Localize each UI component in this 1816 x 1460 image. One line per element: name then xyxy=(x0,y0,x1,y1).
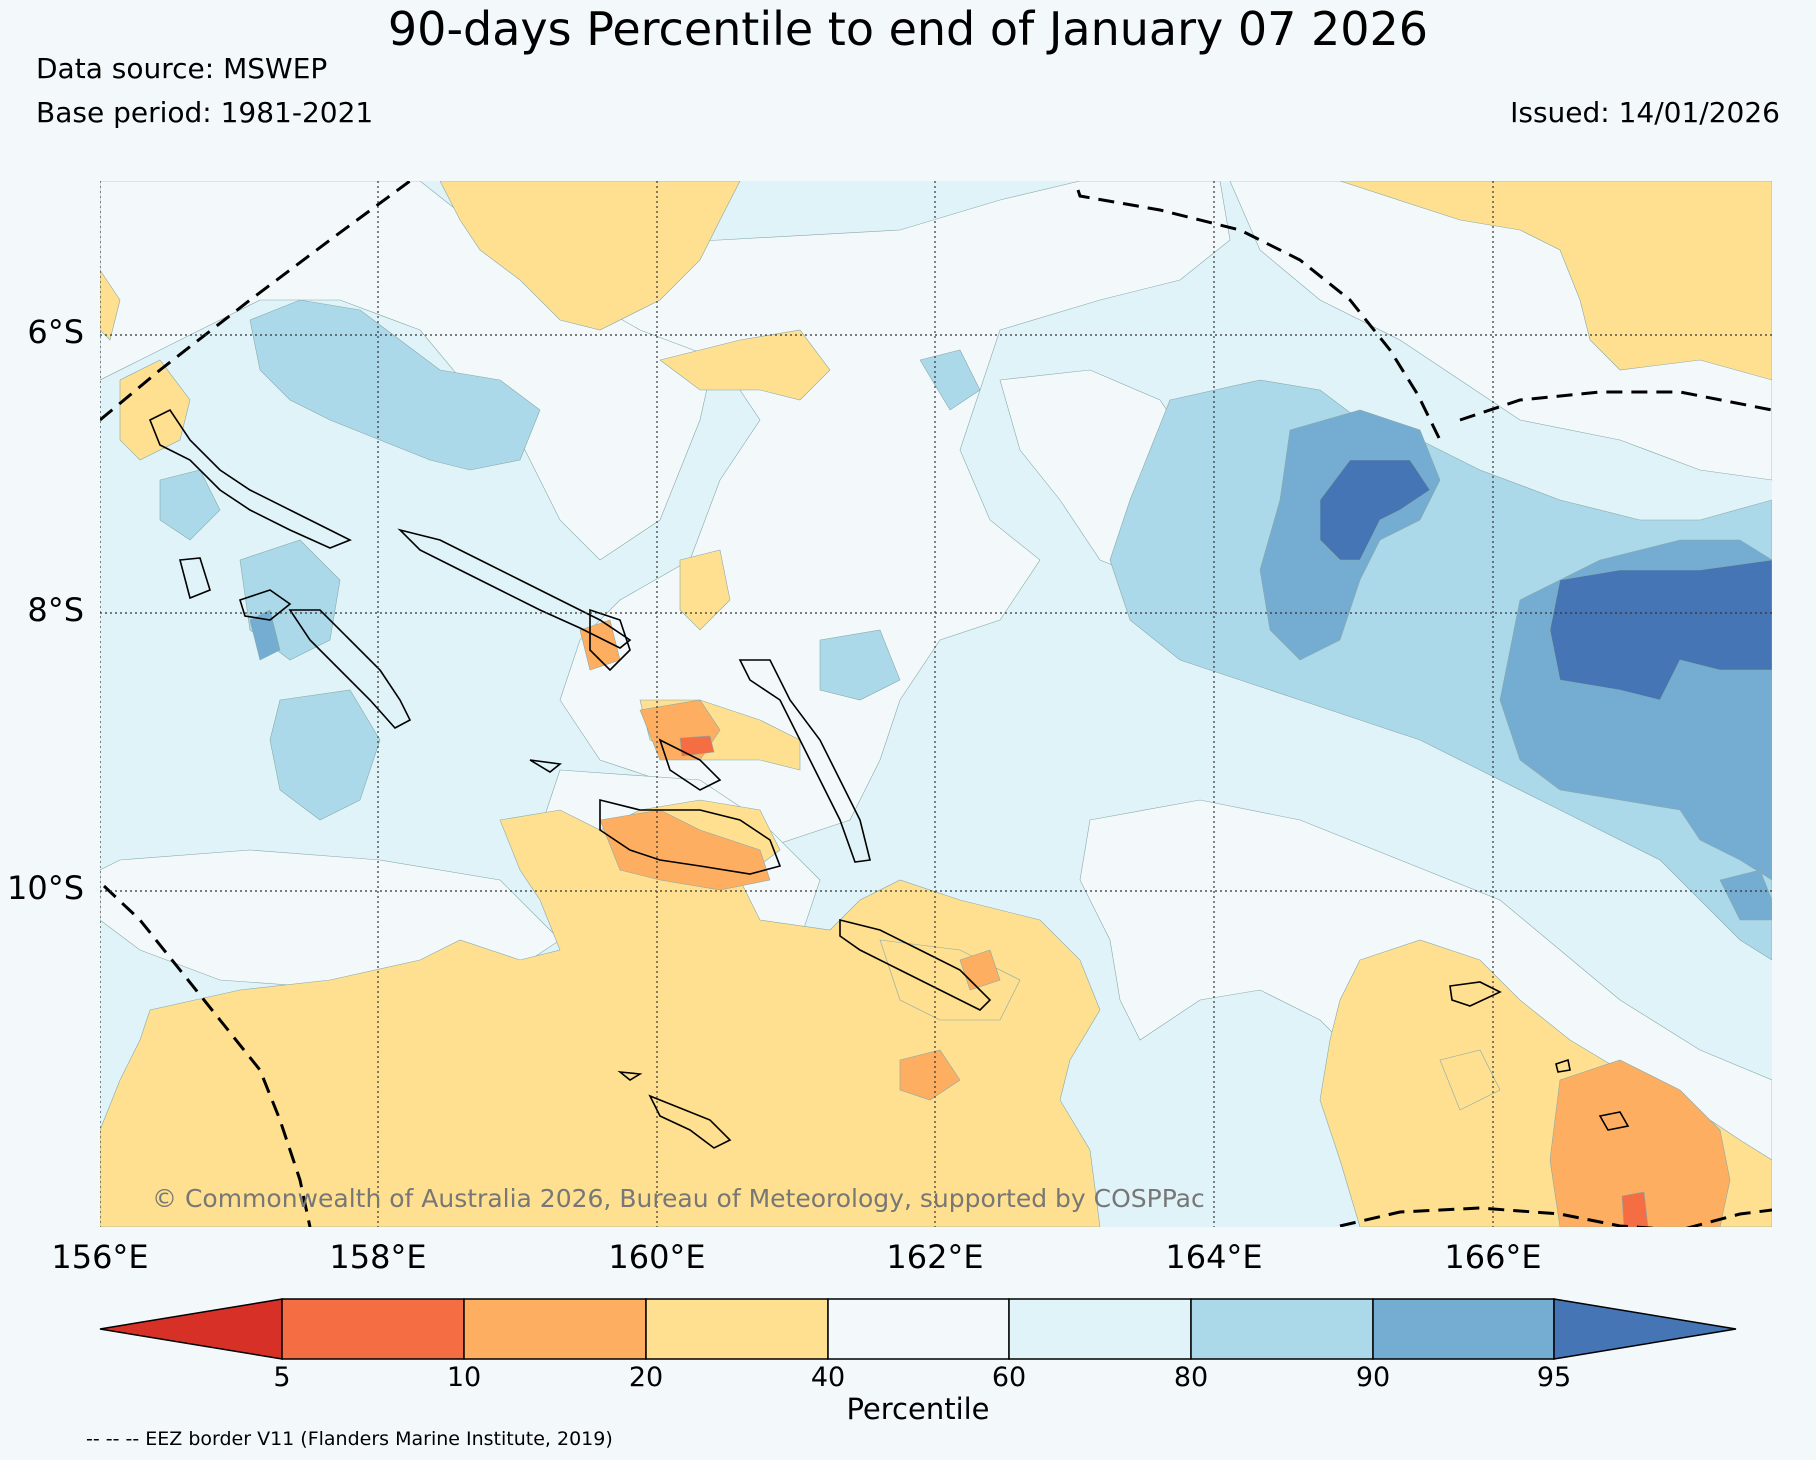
colorbar-bin-80-90 xyxy=(1190,1298,1374,1360)
colorbar-bin-40-60 xyxy=(827,1298,1010,1360)
regions-gt95 xyxy=(1319,459,1772,701)
colorbar-bin-5-10 xyxy=(281,1298,465,1360)
colorbar-tick-10: 10 xyxy=(446,1362,482,1393)
colorbar-tick-60: 60 xyxy=(991,1362,1027,1393)
issued-date-label: Issued: 14/01/2026 xyxy=(1510,96,1780,129)
colorbar-bin-10-20 xyxy=(463,1298,647,1360)
colorbar-tick-95: 95 xyxy=(1536,1362,1572,1393)
copyright-watermark: © Commonwealth of Australia 2026, Bureau… xyxy=(152,1184,1205,1213)
colorbar-tick-20: 20 xyxy=(628,1362,664,1393)
graticule xyxy=(100,181,1772,1227)
colorbar-bin-20-40 xyxy=(645,1298,829,1360)
map-area xyxy=(100,181,1772,1227)
colorbar-tick-90: 90 xyxy=(1355,1362,1391,1393)
data-source-label: Data source: MSWEP xyxy=(36,52,328,85)
colorbar-tick-80: 80 xyxy=(1173,1362,1209,1393)
lat-label-10s: 10°S xyxy=(6,869,84,907)
lon-label-162e: 162°E xyxy=(886,1238,984,1276)
lon-label-156e: 156°E xyxy=(51,1238,149,1276)
eez-border-note: -- -- -- EEZ border V11 (Flanders Marine… xyxy=(86,1428,613,1450)
colorbar-extend-high xyxy=(1553,1298,1737,1360)
eez-borders xyxy=(100,181,1772,1227)
lon-label-160e: 160°E xyxy=(608,1238,706,1276)
colorbar-title: Percentile xyxy=(846,1392,990,1426)
colorbar-bin-90-95 xyxy=(1372,1298,1555,1360)
lat-label-8s: 8°S xyxy=(27,591,84,629)
colorbar-tick-5: 5 xyxy=(273,1362,291,1393)
regions-20-40 xyxy=(100,181,1772,1227)
lon-label-166e: 166°E xyxy=(1444,1238,1542,1276)
regions-5-10 xyxy=(679,735,1649,1227)
lat-label-6s: 6°S xyxy=(27,313,84,351)
lon-label-158e: 158°E xyxy=(329,1238,427,1276)
chart-title: 90-days Percentile to end of January 07 … xyxy=(387,2,1429,56)
colorbar xyxy=(99,1298,1737,1360)
colorbar-tick-40: 40 xyxy=(810,1362,846,1393)
lon-label-164e: 164°E xyxy=(1165,1238,1263,1276)
colorbar-bin-60-80 xyxy=(1008,1298,1192,1360)
colorbar-extend-low xyxy=(99,1298,283,1360)
base-period-label: Base period: 1981-2021 xyxy=(36,96,374,129)
coastlines xyxy=(148,408,1630,1149)
regions-10-20 xyxy=(579,619,1731,1227)
